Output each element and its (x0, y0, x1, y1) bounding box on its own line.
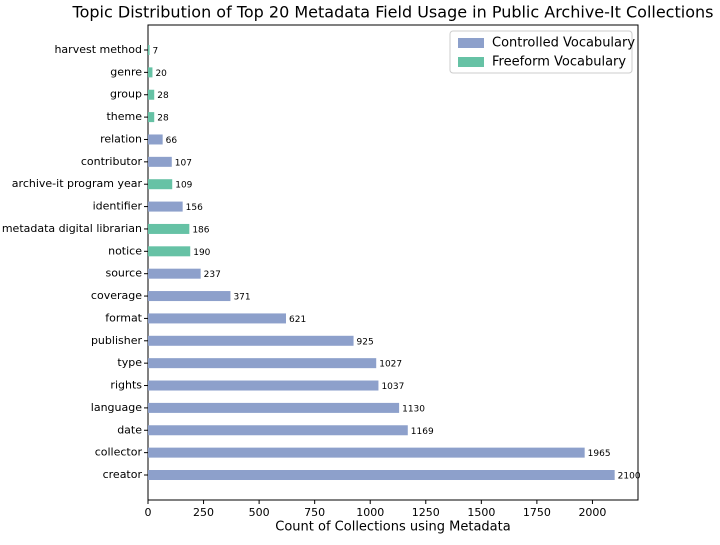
y-tick-label: language (91, 401, 142, 414)
x-tick-label: 0 (145, 506, 152, 519)
bar (148, 223, 190, 234)
legend-box (449, 30, 633, 74)
y-tick-label: date (117, 423, 142, 436)
x-tick-label: 1250 (412, 506, 440, 519)
y-tick-label: coverage (91, 289, 142, 302)
y-tick-label: collector (95, 446, 143, 459)
y-tick-label: notice (108, 244, 142, 257)
bar (148, 201, 183, 212)
y-tick-label: identifier (93, 200, 143, 213)
bar (148, 380, 379, 391)
chart-title: Topic Distribution of Top 20 Metadata Fi… (72, 3, 714, 22)
y-tick-label: contributor (81, 155, 143, 168)
y-tick-label: source (105, 267, 142, 280)
x-tick-label: 2000 (578, 506, 606, 519)
data-label: 107 (175, 158, 192, 168)
y-tick-label: group (110, 88, 142, 101)
y-tick-label: publisher (91, 334, 143, 347)
bar (148, 89, 155, 100)
x-tick-label: 1000 (356, 506, 384, 519)
x-tick-label: 500 (249, 506, 270, 519)
plot-frame (147, 24, 639, 501)
data-label: 237 (204, 270, 221, 280)
data-label: 1027 (379, 360, 402, 370)
bar (148, 358, 377, 369)
data-label: 1169 (411, 427, 434, 437)
y-tick-label: harvest method (54, 43, 142, 56)
y-tick-label: format (105, 311, 142, 324)
bar (148, 313, 286, 324)
y-tick-label: type (117, 356, 142, 369)
y-tick-label: rights (110, 379, 142, 392)
bar (148, 335, 354, 346)
bar (148, 156, 172, 167)
data-label: 1130 (402, 404, 425, 414)
y-tick-label: creator (103, 468, 143, 481)
data-label: 2100 (618, 472, 641, 482)
x-axis-label: Count of Collections using Metadata (275, 520, 510, 535)
data-label: 28 (157, 114, 169, 124)
legend-swatch (458, 57, 484, 67)
data-label: 925 (357, 337, 374, 347)
y-tick-label: relation (100, 132, 142, 145)
y-tick-label: metadata digital librarian (2, 222, 142, 235)
bar (148, 425, 408, 436)
bar (148, 112, 155, 123)
data-label: 20 (155, 69, 167, 79)
data-label: 190 (193, 248, 210, 258)
data-label: 621 (289, 315, 306, 325)
data-label: 1037 (381, 382, 404, 392)
data-label: 1965 (588, 449, 611, 459)
legend-label: Controlled Vocabulary (492, 36, 635, 51)
bar (148, 67, 153, 78)
bar (148, 447, 585, 458)
legend-label: Freeform Vocabulary (492, 55, 626, 70)
y-tick-label: archive-it program year (12, 177, 143, 190)
bar (148, 246, 191, 257)
y-tick-label: theme (106, 110, 142, 123)
data-label: 371 (233, 293, 250, 303)
bar (148, 134, 163, 145)
bar (148, 268, 201, 279)
bar (148, 45, 150, 55)
data-label: 156 (186, 203, 203, 213)
x-tick-label: 750 (304, 506, 325, 519)
y-tick-label: genre (110, 65, 142, 78)
bar (148, 291, 231, 302)
data-label: 66 (166, 136, 178, 146)
data-label: 28 (157, 91, 169, 101)
data-label: 7 (153, 47, 159, 57)
x-tick-label: 1500 (467, 506, 495, 519)
x-tick-label: 250 (193, 506, 214, 519)
x-tick-label: 1750 (523, 506, 551, 519)
bar (148, 402, 400, 413)
bar (148, 179, 173, 190)
bar (148, 470, 615, 480)
legend-swatch (458, 38, 484, 48)
data-label: 186 (192, 225, 209, 235)
data-label: 109 (175, 181, 192, 191)
